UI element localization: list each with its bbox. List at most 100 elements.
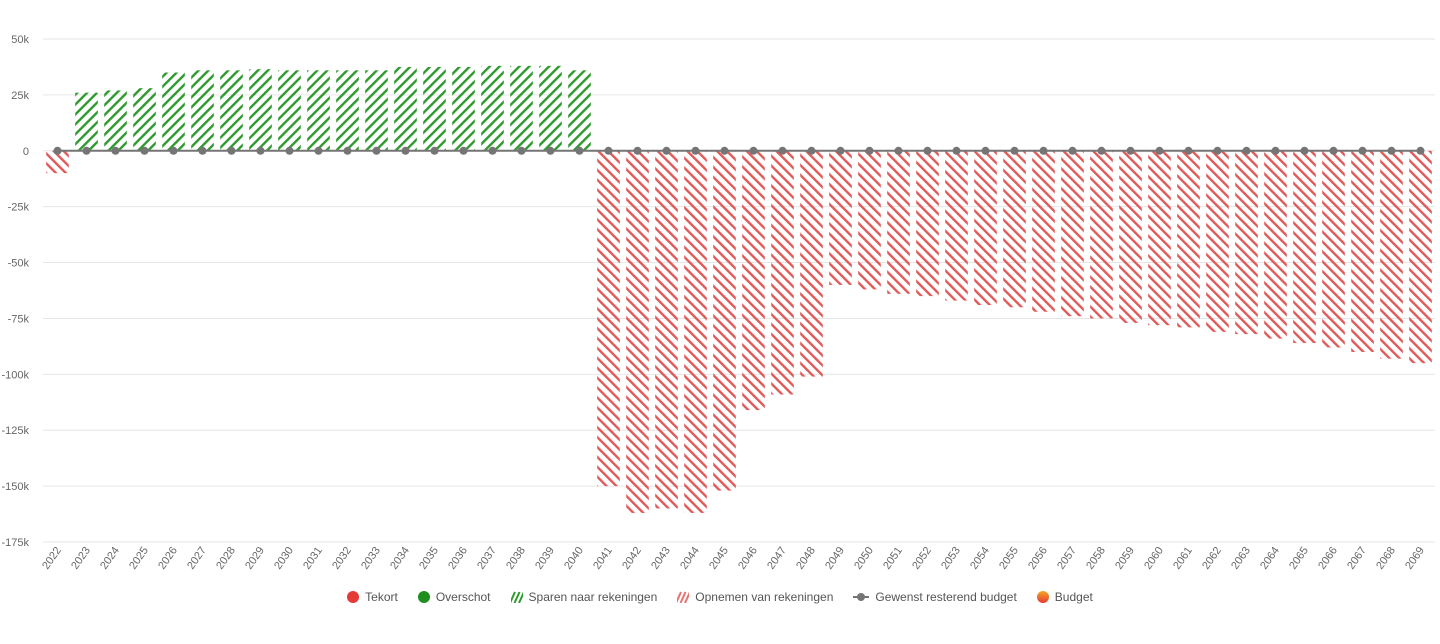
- legend-marker-icon: [347, 591, 360, 603]
- x-tick-label: 2046: [736, 545, 760, 572]
- legend-item[interactable]: Sparen naar rekeningen: [510, 590, 658, 604]
- x-tick-label: 2058: [1084, 545, 1108, 572]
- y-tick-label: -175k: [1, 537, 29, 549]
- x-tick-label: 2036: [446, 545, 470, 572]
- y-tick-label: -50k: [8, 258, 30, 270]
- bar-opnemen: [1380, 150, 1403, 359]
- legend-marker-icon: [677, 591, 690, 603]
- x-tick-label: 2044: [678, 545, 702, 572]
- x-tick-label: 2037: [475, 545, 499, 572]
- legend-marker-icon: [417, 591, 430, 603]
- x-tick-label: 2040: [562, 545, 586, 572]
- bar-opnemen: [887, 150, 910, 294]
- x-tick-label: 2043: [649, 545, 673, 572]
- bar-sparen: [249, 69, 272, 151]
- y-tick-label: -150k: [1, 481, 29, 493]
- x-axis-ticks: 2022 2023 2024 2025 2026 2027 2028 2029 2030 2031…: [40, 545, 1427, 572]
- y-tick-label: -125k: [1, 425, 29, 437]
- line-point: [1155, 146, 1164, 155]
- bar-sparen: [336, 70, 359, 151]
- x-tick-label: 2048: [794, 545, 818, 572]
- bar-opnemen: [974, 150, 997, 306]
- line-point: [1300, 146, 1309, 155]
- legend-item[interactable]: Overschot: [417, 590, 491, 604]
- x-tick-label: 2039: [533, 545, 557, 572]
- x-tick-label: 2063: [1229, 545, 1253, 572]
- bar-opnemen: [1264, 150, 1287, 339]
- line-point: [604, 146, 613, 155]
- x-tick-label: 2051: [881, 545, 905, 572]
- x-tick-label: 2033: [359, 545, 383, 572]
- bar-sparen: [162, 72, 185, 151]
- legend-item[interactable]: Budget: [1036, 590, 1093, 604]
- y-tick-label: 0: [23, 146, 29, 158]
- line-point: [169, 146, 178, 155]
- bar-opnemen: [771, 150, 794, 395]
- bar-opnemen: [1206, 150, 1229, 332]
- legend-item[interactable]: Tekort: [347, 590, 398, 604]
- line-point: [749, 146, 758, 155]
- x-tick-label: 2050: [852, 545, 876, 572]
- bar-opnemen: [829, 150, 852, 285]
- bar-sparen: [481, 65, 504, 151]
- x-tick-label: 2030: [272, 545, 296, 572]
- legend-label: Budget: [1054, 590, 1093, 604]
- line-point: [691, 146, 700, 155]
- x-tick-label: 2035: [417, 545, 441, 572]
- x-tick-label: 2069: [1403, 545, 1427, 572]
- legend-label: Gewenst resterend budget: [875, 590, 1017, 604]
- bar-sparen: [104, 90, 127, 151]
- line-point: [401, 146, 410, 155]
- x-tick-label: 2023: [69, 545, 93, 572]
- bar-opnemen: [1119, 150, 1142, 323]
- bar-opnemen: [1003, 150, 1026, 308]
- line-point: [894, 146, 903, 155]
- bar-opnemen: [1409, 150, 1432, 364]
- line-point: [1242, 146, 1251, 155]
- line-point: [952, 146, 961, 155]
- legend: Tekort Overschot Sparen naar rekeningen Opn…: [0, 590, 1440, 604]
- bar-sparen: [278, 70, 301, 151]
- bar-sparen: [75, 92, 98, 151]
- bar-opnemen: [1322, 150, 1345, 348]
- x-tick-label: 2065: [1287, 545, 1311, 572]
- bar-sparen: [510, 65, 533, 151]
- x-tick-label: 2045: [707, 545, 731, 572]
- x-tick-label: 2042: [620, 545, 644, 572]
- line-point: [1329, 146, 1338, 155]
- line-point: [633, 146, 642, 155]
- x-tick-label: 2062: [1200, 545, 1224, 572]
- line-point: [517, 146, 526, 155]
- x-tick-label: 2064: [1258, 545, 1282, 572]
- x-tick-label: 2041: [591, 545, 615, 572]
- bar-opnemen: [1293, 150, 1316, 344]
- line-point: [430, 146, 439, 155]
- legend-item[interactable]: Gewenst resterend budget: [853, 590, 1017, 604]
- x-tick-label: 2061: [1171, 545, 1195, 572]
- line-point: [1387, 146, 1396, 155]
- legend-item[interactable]: Opnemen van rekeningen: [677, 590, 833, 604]
- x-tick-label: 2067: [1345, 545, 1369, 572]
- x-tick-label: 2053: [939, 545, 963, 572]
- x-tick-label: 2049: [823, 545, 847, 572]
- bar-sparen: [394, 66, 417, 151]
- bar-sparen: [133, 88, 156, 151]
- line-point: [546, 146, 555, 155]
- bar-opnemen: [1061, 150, 1084, 317]
- x-tick-label: 2032: [330, 545, 354, 572]
- bar-opnemen: [655, 150, 678, 509]
- line-point: [1358, 146, 1367, 155]
- bar-opnemen: [1032, 150, 1055, 312]
- legend-label: Sparen naar rekeningen: [528, 590, 658, 604]
- x-tick-label: 2059: [1113, 545, 1137, 572]
- line-point: [836, 146, 845, 155]
- x-tick-label: 2034: [388, 545, 412, 572]
- legend-marker-icon: [853, 593, 870, 601]
- line-point: [459, 146, 468, 155]
- line-point: [1416, 146, 1425, 155]
- bar-opnemen: [742, 150, 765, 411]
- bar-opnemen: [713, 150, 736, 491]
- line-point: [343, 146, 352, 155]
- bar-opnemen: [945, 150, 968, 301]
